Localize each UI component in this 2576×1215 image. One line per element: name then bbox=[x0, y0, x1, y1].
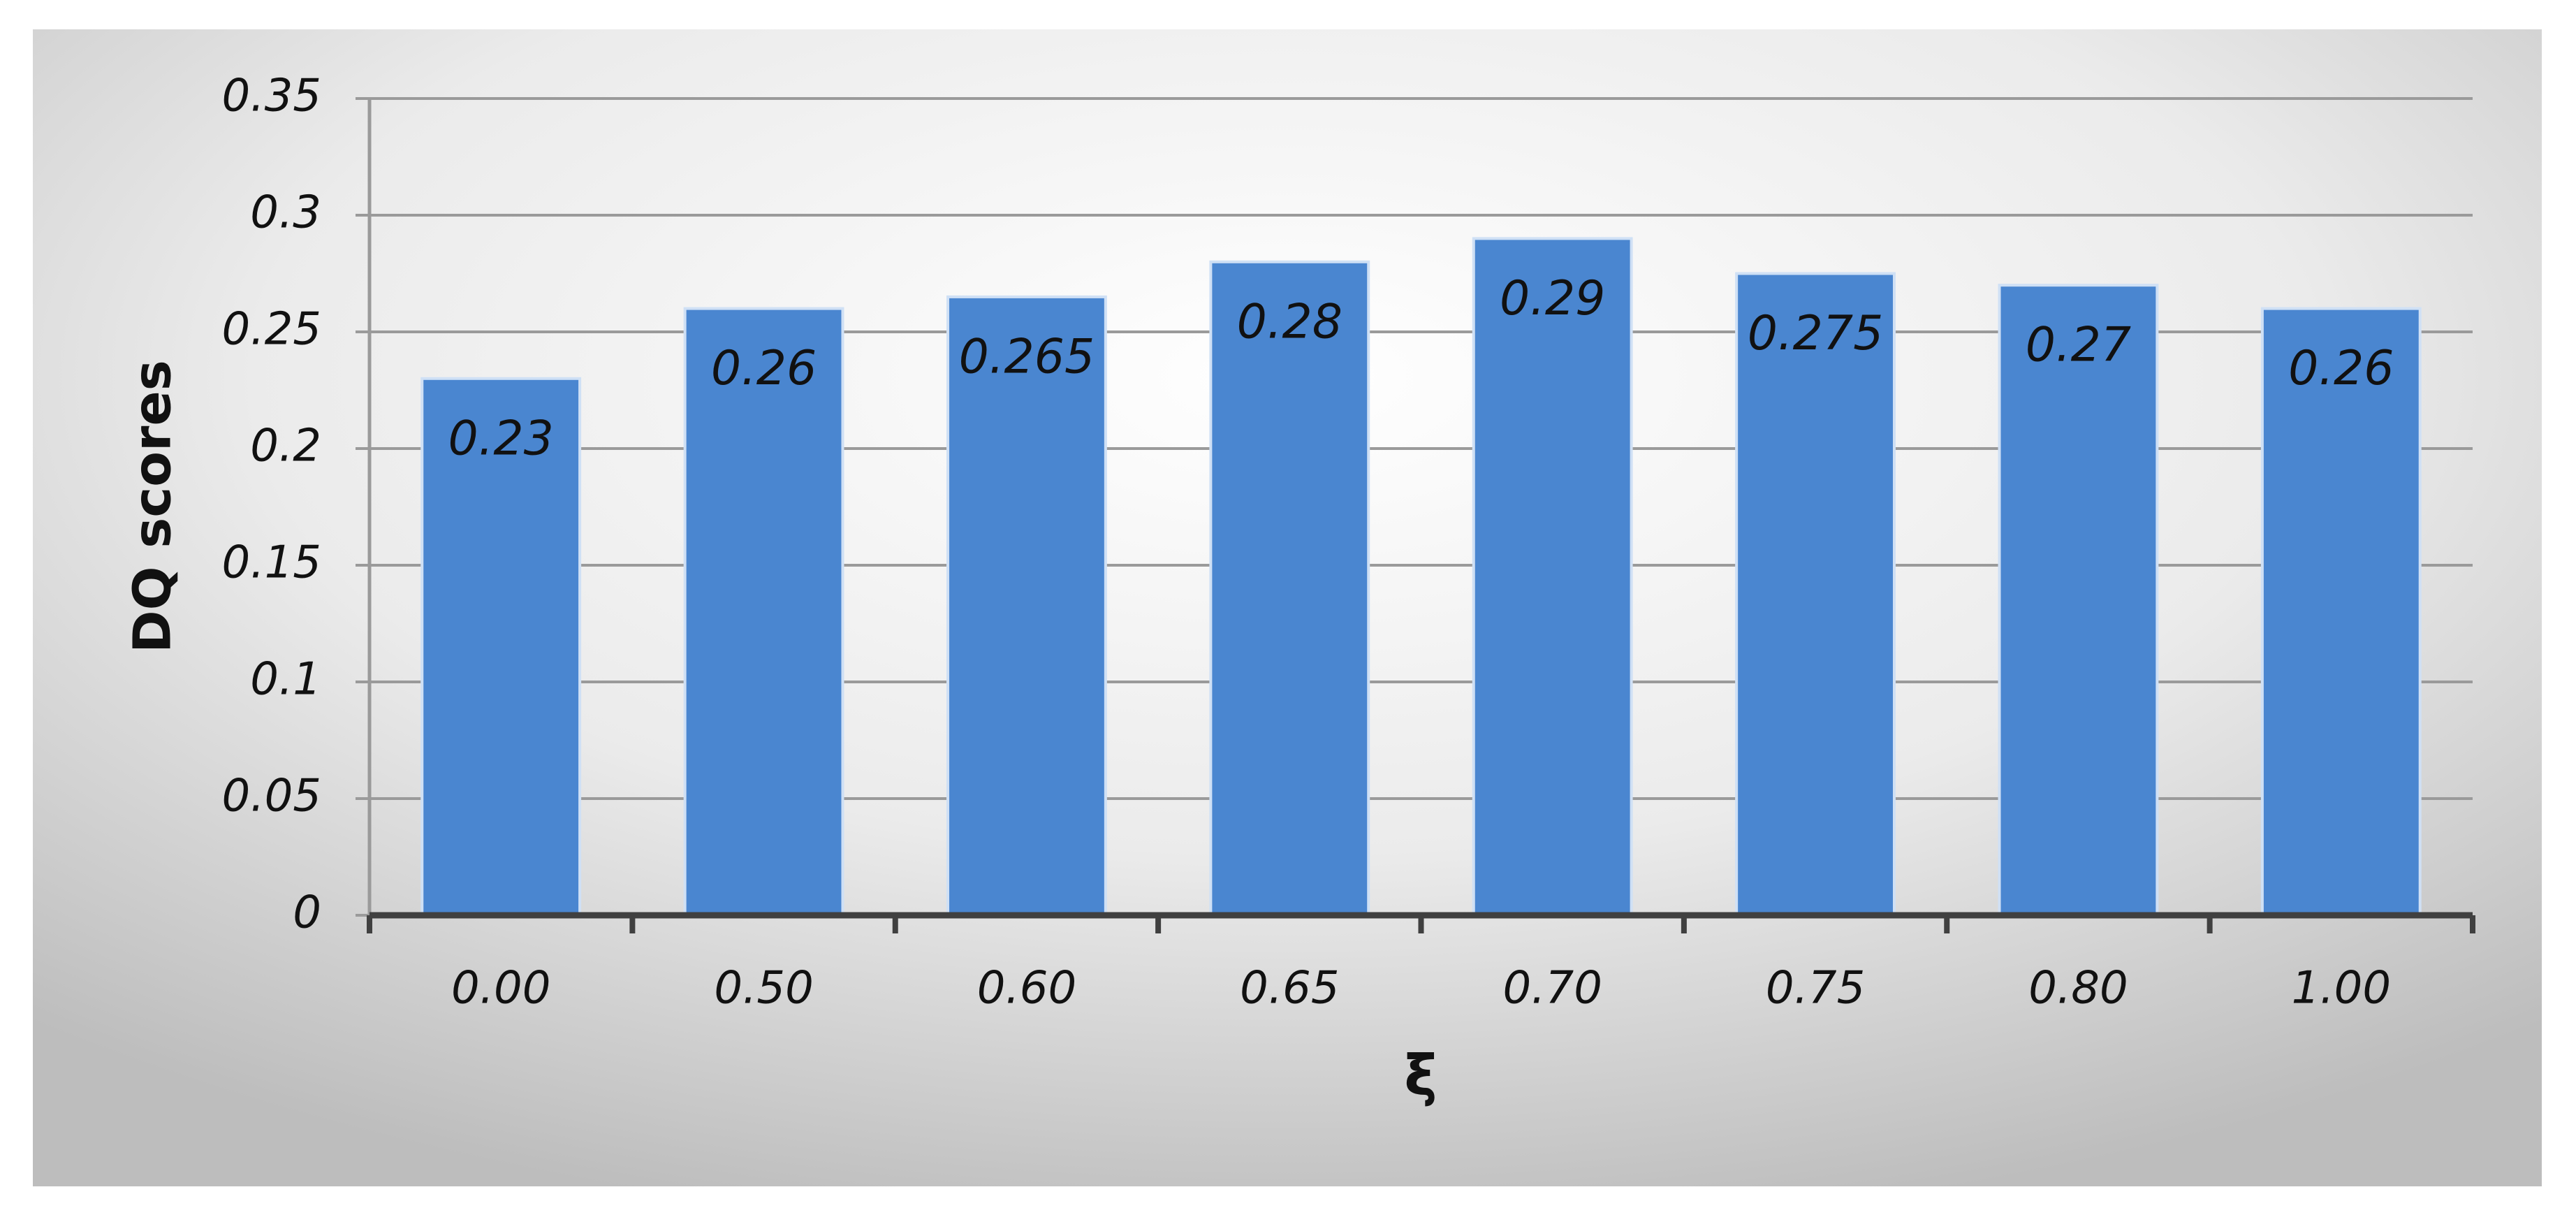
y-tick-label: 0.25 bbox=[222, 304, 322, 356]
x-tick-label: 1.00 bbox=[2292, 963, 2392, 1014]
x-axis-title: ξ bbox=[1404, 1043, 1437, 1108]
bar bbox=[1209, 260, 1370, 917]
bar bbox=[420, 377, 582, 917]
data-label: 0.29 bbox=[1500, 271, 1605, 326]
y-tick-label: 0.05 bbox=[222, 771, 322, 822]
bar bbox=[1998, 284, 2159, 917]
y-tick-label: 0.15 bbox=[222, 537, 322, 589]
x-tick-label: 0.65 bbox=[1240, 963, 1340, 1014]
x-tick-label: 0.75 bbox=[1766, 963, 1866, 1014]
data-label: 0.27 bbox=[2026, 318, 2131, 373]
y-tick-label: 0.1 bbox=[250, 654, 321, 706]
axes: 0 0.05 0.1 0.15 0.2 0.25 0.3 0.35 0.00 0.50 0.60 0.… bbox=[222, 71, 2475, 1014]
x-tick-label: 0.80 bbox=[2028, 963, 2128, 1014]
y-axis-title: DQ scores bbox=[123, 360, 183, 653]
data-label: 0.23 bbox=[448, 411, 553, 466]
x-tick-label: 0.00 bbox=[451, 963, 551, 1014]
bar bbox=[2260, 307, 2422, 917]
bar bbox=[683, 307, 844, 917]
y-tick-label: 0.2 bbox=[250, 421, 321, 472]
data-label: 0.26 bbox=[2288, 341, 2394, 396]
bar bbox=[1472, 237, 1633, 917]
data-label: 0.275 bbox=[1748, 306, 1884, 361]
x-tick-label: 0.60 bbox=[977, 963, 1077, 1014]
bar bbox=[1735, 272, 1896, 917]
y-tick-label: 0 bbox=[293, 887, 321, 939]
data-label: 0.265 bbox=[959, 329, 1095, 384]
y-tick-label: 0.35 bbox=[222, 71, 322, 122]
data-label: 0.28 bbox=[1237, 294, 1342, 349]
data-label: 0.26 bbox=[711, 341, 817, 396]
x-tick-label: 0.70 bbox=[1502, 963, 1602, 1014]
x-tick-label: 0.50 bbox=[714, 963, 814, 1014]
bar bbox=[946, 295, 1107, 917]
y-tick-label: 0.3 bbox=[250, 187, 321, 239]
bars: 0.23 0.26 0.265 0.28 0.29 0.275 0.27 0.26 bbox=[420, 237, 2422, 917]
